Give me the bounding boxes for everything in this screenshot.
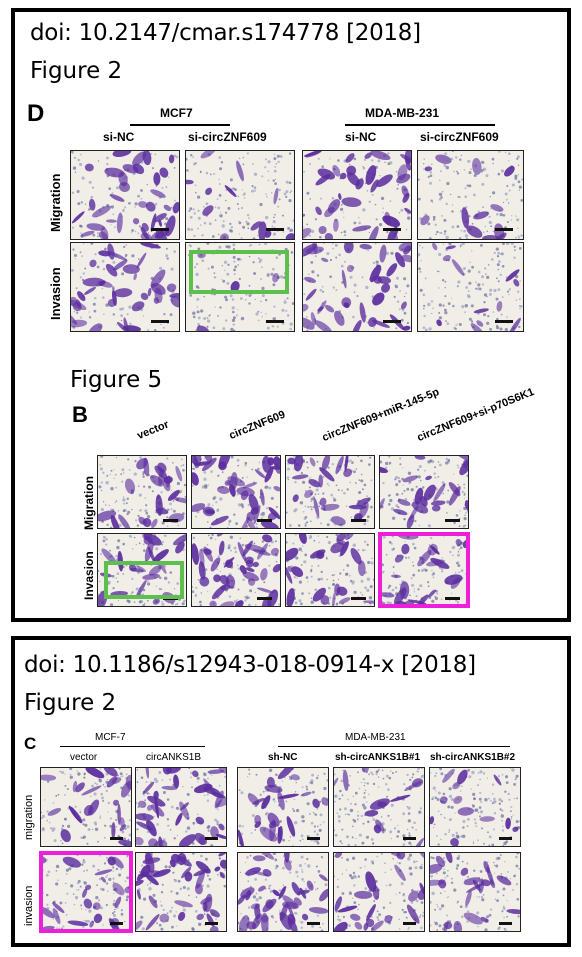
micrograph-cell bbox=[237, 767, 329, 847]
micrograph-cell bbox=[237, 852, 329, 932]
row-label-invasion: invasion bbox=[23, 885, 35, 926]
column-label: sh-circANKS1B#2 bbox=[430, 752, 516, 763]
scale-bar bbox=[257, 597, 272, 600]
column-label: si-NC bbox=[345, 130, 377, 144]
column-label: circANKS1B bbox=[146, 752, 202, 763]
micrograph-cell bbox=[417, 242, 524, 332]
panel-2-figure2-title: Figure 2 bbox=[24, 690, 117, 716]
micrograph-cell bbox=[285, 455, 375, 529]
panel-1-figure5-title: Figure 5 bbox=[70, 367, 163, 393]
scale-bar bbox=[445, 519, 460, 522]
micrograph-cell bbox=[97, 533, 187, 607]
group-label-mdamb231: MDA-MB-231 bbox=[345, 732, 406, 743]
scale-bar bbox=[151, 320, 169, 323]
scale-bar bbox=[445, 597, 460, 600]
panel-1-doi: doi: 10.2147/cmar.s174778 [2018] bbox=[30, 20, 421, 46]
panel-2-figure2-letter: C bbox=[24, 734, 37, 753]
micrograph-cell bbox=[40, 767, 132, 847]
scale-bar bbox=[205, 837, 218, 840]
column-label: si-circZNF609 bbox=[188, 130, 267, 144]
row-label-invasion: Invasion bbox=[82, 551, 96, 600]
row-label-migration: Migration bbox=[48, 173, 63, 233]
group-line-mdamb231 bbox=[278, 746, 510, 747]
micrograph-cell bbox=[185, 242, 295, 332]
micrograph-cell bbox=[70, 242, 180, 332]
column-label: sh-circANKS1B#1 bbox=[335, 752, 421, 763]
scale-bar bbox=[499, 837, 512, 840]
group-line-mcf7 bbox=[60, 746, 205, 747]
row-label-invasion: Invasion bbox=[48, 267, 63, 320]
panel-1-figure5-letter: B bbox=[72, 402, 88, 427]
column-label: sh-NC bbox=[268, 752, 298, 763]
scale-bar bbox=[499, 922, 512, 925]
column-label: vector bbox=[70, 752, 98, 763]
scale-bar bbox=[110, 922, 123, 925]
micrograph-cell bbox=[70, 150, 180, 240]
column-label: si-NC bbox=[103, 130, 135, 144]
scale-bar bbox=[403, 837, 416, 840]
scale-bar bbox=[403, 922, 416, 925]
scale-bar bbox=[307, 837, 320, 840]
scale-bar bbox=[163, 597, 178, 600]
micrograph-cell bbox=[333, 767, 425, 847]
scale-bar bbox=[205, 922, 218, 925]
column-label: si-circZNF609 bbox=[420, 130, 499, 144]
micrograph-cell bbox=[285, 533, 375, 607]
scale-bar bbox=[383, 320, 401, 323]
scale-bar bbox=[383, 228, 401, 231]
group-label-mcf7: MCF7 bbox=[160, 106, 193, 120]
scale-bar bbox=[351, 597, 366, 600]
scale-bar bbox=[257, 519, 272, 522]
scale-bar bbox=[495, 228, 513, 231]
scale-bar bbox=[307, 922, 320, 925]
scale-bar bbox=[266, 320, 284, 323]
micrograph-cell bbox=[185, 150, 295, 240]
scale-bar bbox=[495, 320, 513, 323]
group-label-mdamb231: MDA-MB-231 bbox=[365, 106, 440, 120]
row-label-migration: Migration bbox=[82, 476, 96, 530]
scale-bar bbox=[351, 519, 366, 522]
micrograph-cell bbox=[97, 455, 187, 529]
scale-bar bbox=[163, 519, 178, 522]
micrograph-cell bbox=[417, 150, 524, 240]
scale-bar bbox=[151, 228, 169, 231]
scale-bar bbox=[110, 837, 123, 840]
row-label-migration: migration bbox=[23, 794, 35, 840]
micrograph-cell bbox=[429, 852, 521, 932]
group-line-mcf7 bbox=[130, 124, 230, 126]
micrograph-cell bbox=[302, 150, 412, 240]
scale-bar bbox=[266, 228, 284, 231]
micrograph-cell bbox=[379, 533, 469, 607]
micrograph-cell bbox=[40, 852, 132, 932]
panel-1-figure2-letter: D bbox=[27, 100, 45, 127]
micrograph-cell bbox=[429, 767, 521, 847]
panel-2-doi: doi: 10.1186/s12943-018-0914-x [2018] bbox=[24, 652, 476, 678]
micrograph-cell bbox=[135, 767, 227, 847]
group-label-mcf7: MCF-7 bbox=[95, 732, 126, 743]
micrograph-cell bbox=[135, 852, 227, 932]
micrograph-cell bbox=[191, 533, 281, 607]
micrograph-cell bbox=[333, 852, 425, 932]
micrograph-cell bbox=[191, 455, 281, 529]
micrograph-cell bbox=[302, 242, 412, 332]
group-line-mdamb231 bbox=[345, 124, 495, 126]
panel-1-figure2-title: Figure 2 bbox=[30, 58, 123, 84]
micrograph-cell bbox=[379, 455, 469, 529]
